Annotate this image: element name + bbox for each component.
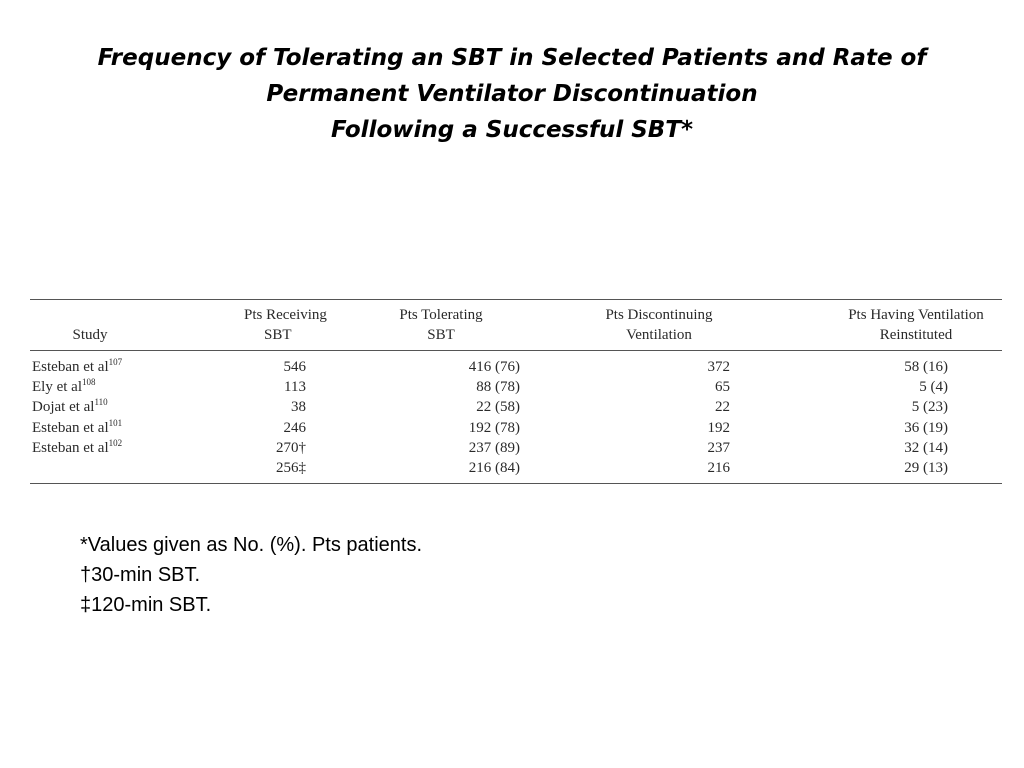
- discontinuing-cell: 237: [707, 439, 731, 456]
- reinstituted-cell: 32 (14): [904, 439, 948, 456]
- header-study-line2: Study: [72, 327, 108, 343]
- header-receiving-line2: SBT: [264, 327, 292, 343]
- study-name: Esteban et al: [32, 419, 109, 436]
- table-row: Ely et al108 113 88 (78) 65 5 (4): [30, 377, 1002, 397]
- header-receiving-line1: Pts Receiving: [244, 307, 327, 323]
- title-line-3: Following a Successful SBT*: [330, 117, 694, 143]
- footnote-dagger: †30-min SBT.: [80, 564, 201, 586]
- study-reference: 108: [81, 377, 96, 388]
- header-reinstituted-line1: Pts Having Ventilation: [848, 307, 984, 323]
- table-row: Esteban et al101 246 192 (78) 192 36 (19…: [30, 418, 1002, 438]
- tolerating-cell: 88 (78): [476, 379, 520, 396]
- data-table: Pts Receiving Pts Tolerating Pts Discont…: [30, 299, 1002, 485]
- footnote-values: *Values given as No. (%). Pts patients.: [80, 534, 423, 556]
- table-row: Esteban et al107 546 416 (76) 372 58 (16…: [30, 351, 1002, 378]
- title-line-1: Frequency of Tolerating an SBT in Select…: [97, 45, 927, 71]
- receiving-cell: 113: [284, 379, 306, 396]
- study-reference: 107: [108, 357, 123, 367]
- header-reinstituted-line2: Reinstituted: [879, 327, 953, 343]
- tolerating-cell: 216 (84): [468, 460, 520, 477]
- study-name: Dojat et al: [32, 399, 95, 416]
- study-cell: [30, 458, 220, 483]
- study-cell: Ely et al108: [30, 377, 220, 397]
- header-discontinuing-line2: Ventilation: [626, 327, 692, 343]
- table-header: Pts Receiving Pts Tolerating Pts Discont…: [30, 300, 1002, 351]
- study-table: Pts Receiving Pts Tolerating Pts Discont…: [30, 300, 1002, 483]
- header-study-line1: [30, 300, 220, 325]
- discontinuing-cell: 216: [707, 460, 731, 477]
- page-title: Frequency of Tolerating an SBT in Select…: [60, 40, 964, 148]
- discontinuing-cell: 372: [707, 359, 731, 375]
- study-cell: Dojat et al110: [30, 397, 220, 417]
- title-line-2: Permanent Ventilator Discontinuation: [266, 81, 758, 107]
- reinstituted-cell: 5 (23): [911, 399, 948, 416]
- table-body: Esteban et al107 546 416 (76) 372 58 (16…: [30, 351, 1002, 484]
- header-tolerating-line2: SBT: [427, 327, 455, 343]
- discontinuing-cell: 65: [715, 379, 730, 396]
- study-reference: 110: [94, 397, 108, 408]
- table-bottom-rule: [30, 483, 1002, 485]
- receiving-cell: 246: [283, 419, 307, 436]
- table-row: Esteban et al102 270† 237 (89) 237 32 (1…: [30, 438, 1002, 458]
- study-name: Esteban et al: [32, 439, 109, 456]
- reinstituted-cell: 5 (4): [919, 379, 948, 396]
- table-row: Dojat et al110 38 22 (58) 22 5 (23): [30, 397, 1002, 417]
- footnotes: *Values given as No. (%). Pts patients. …: [80, 530, 422, 620]
- receiving-cell: 38: [291, 399, 306, 416]
- reinstituted-cell: 58 (16): [904, 359, 948, 375]
- header-discontinuing-line1: Pts Discontinuing: [605, 307, 713, 323]
- study-name: Esteban et al: [32, 359, 109, 375]
- tolerating-cell: 237 (89): [468, 439, 520, 456]
- header-tolerating-line1: Pts Tolerating: [399, 307, 483, 323]
- study-name: Ely et al: [32, 379, 82, 396]
- table-row: 256‡ 216 (84) 216 29 (13): [30, 458, 1002, 483]
- study-reference: 102: [108, 437, 123, 448]
- table-top-rule: [30, 299, 1002, 300]
- receiving-cell: 546: [283, 359, 307, 375]
- discontinuing-cell: 22: [715, 399, 730, 416]
- receiving-cell: 256‡: [276, 460, 306, 477]
- tolerating-cell: 416 (76): [468, 359, 520, 375]
- footnote-double-dagger: ‡120-min SBT.: [80, 594, 212, 616]
- study-cell: Esteban et al107: [30, 351, 220, 378]
- discontinuing-cell: 192: [707, 419, 731, 436]
- study-cell: Esteban et al101: [30, 418, 220, 438]
- tolerating-cell: 22 (58): [476, 399, 520, 416]
- receiving-cell: 270†: [276, 439, 306, 456]
- reinstituted-cell: 36 (19): [904, 419, 948, 436]
- study-cell: Esteban et al102: [30, 438, 220, 458]
- reinstituted-cell: 29 (13): [904, 460, 948, 477]
- study-reference: 101: [108, 417, 123, 428]
- tolerating-cell: 192 (78): [468, 419, 520, 436]
